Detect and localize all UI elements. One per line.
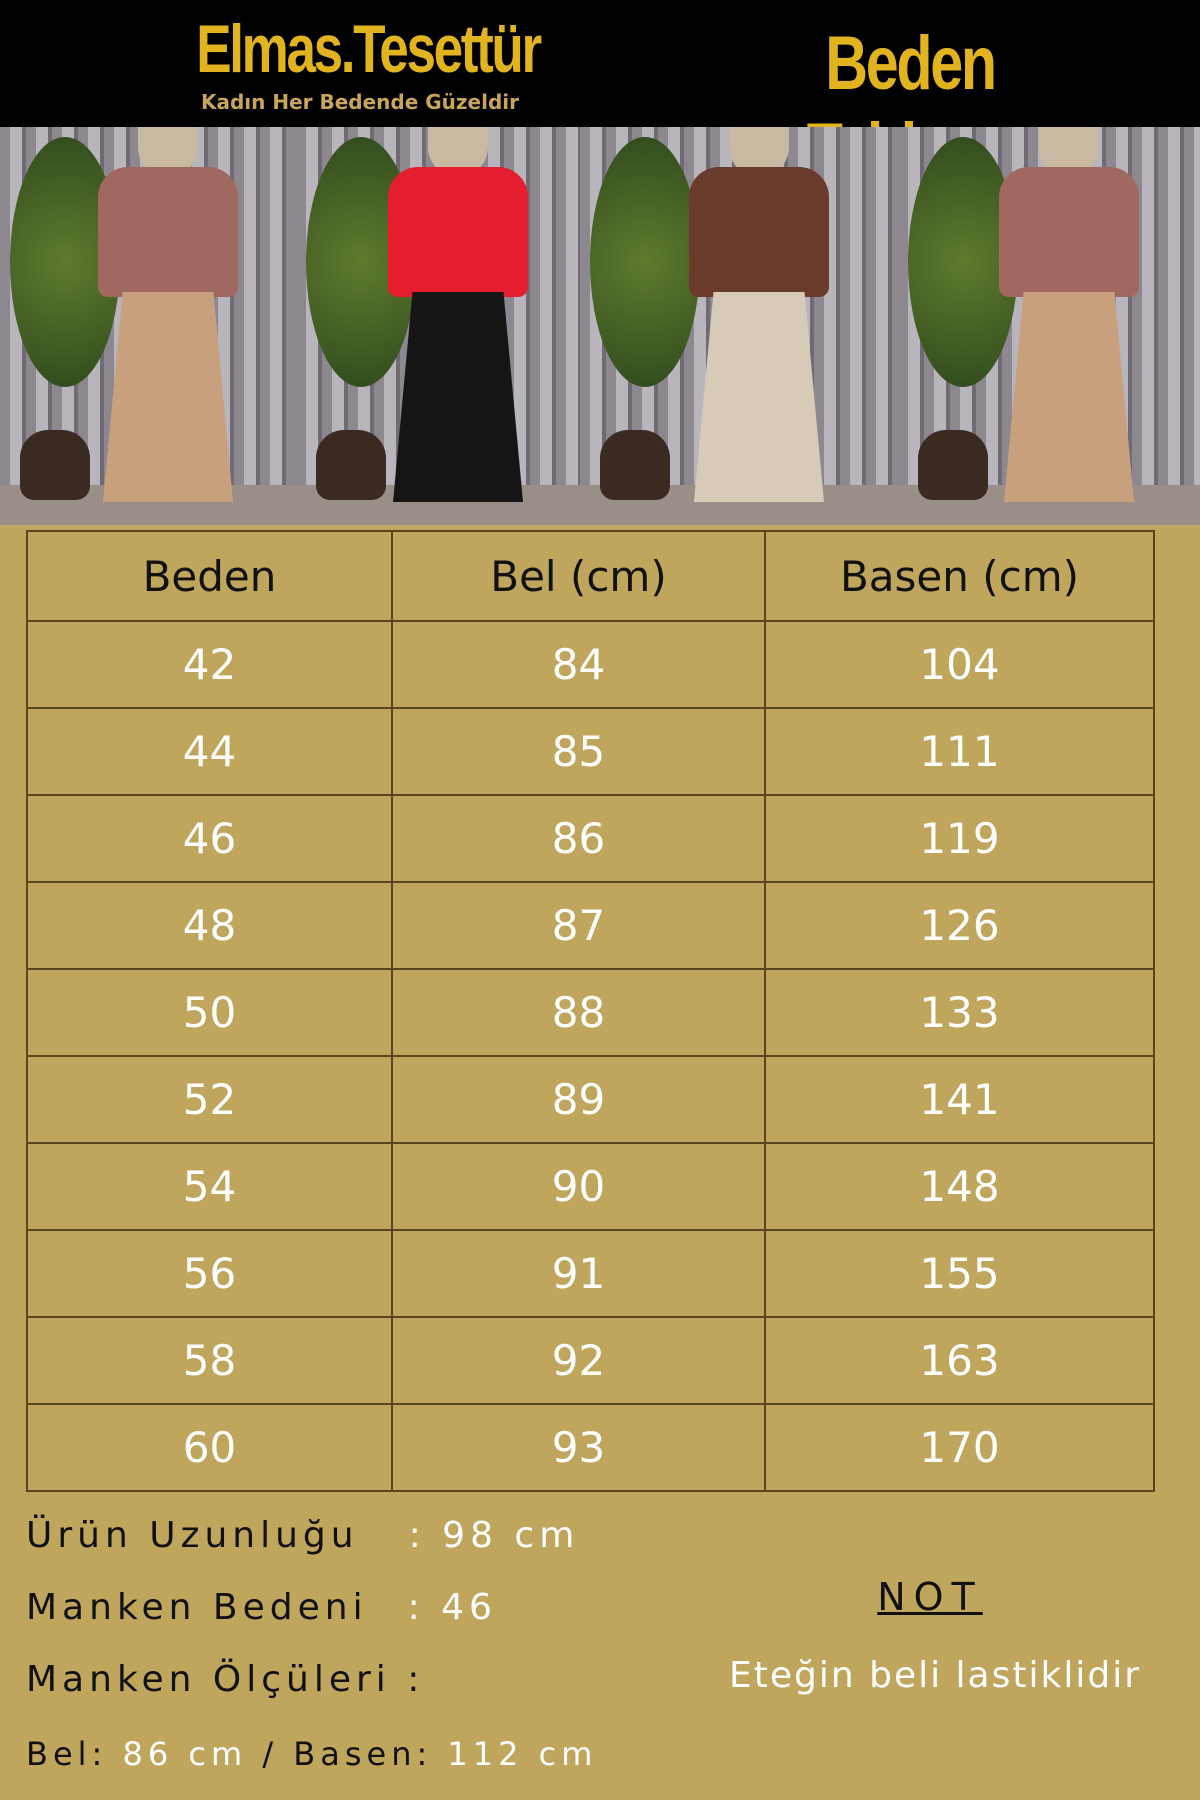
- cell-bel: 86: [391, 794, 766, 883]
- header-beden: Beden: [26, 530, 393, 622]
- model-measures: Bel: 86 cm / Basen: 112 cm: [26, 1735, 597, 1773]
- pot: [600, 430, 670, 500]
- cell-basen: 155: [764, 1229, 1155, 1318]
- pot: [316, 430, 386, 500]
- skirt: [1004, 292, 1134, 502]
- pot: [918, 430, 988, 500]
- model-photo: [580, 127, 898, 525]
- table-row: 56 91 155: [26, 1229, 1155, 1318]
- size-table: Beden Bel (cm) Basen (cm) 42 84 104 44 85 111…: [26, 530, 1155, 1492]
- table-header-row: Beden Bel (cm) Basen (cm): [26, 530, 1155, 622]
- model-size-value: : 46: [407, 1587, 497, 1628]
- cell-basen: 111: [764, 707, 1155, 796]
- note-title: NOT: [877, 1575, 983, 1619]
- length-label: Ürün Uzunluğu: [26, 1515, 359, 1556]
- sweater: [689, 167, 829, 297]
- cell-beden: 48: [26, 881, 393, 970]
- product-length: Ürün Uzunluğu : 98 cm: [26, 1515, 579, 1556]
- model-photo: [898, 127, 1200, 525]
- skirt: [694, 292, 824, 502]
- table-row: 54 90 148: [26, 1142, 1155, 1231]
- model-size: Manken Bedeni : 46: [26, 1587, 497, 1628]
- cell-beden: 60: [26, 1403, 393, 1492]
- model-photo: [0, 127, 296, 525]
- table-row: 50 88 133: [26, 968, 1155, 1057]
- cell-basen: 104: [764, 620, 1155, 709]
- bel-value: 86 cm: [122, 1735, 248, 1773]
- cell-basen: 133: [764, 968, 1155, 1057]
- cell-basen: 119: [764, 794, 1155, 883]
- length-value: : 98 cm: [408, 1515, 580, 1556]
- sweater: [98, 167, 238, 297]
- cell-bel: 90: [391, 1142, 766, 1231]
- header-banner: Elmas.Tesettür Kadın Her Bedende Güzeldi…: [0, 0, 1200, 193]
- plant: [590, 137, 700, 387]
- model-size-label: Manken Bedeni: [26, 1587, 368, 1628]
- cell-beden: 54: [26, 1142, 393, 1231]
- cell-bel: 88: [391, 968, 766, 1057]
- cell-beden: 44: [26, 707, 393, 796]
- header-bel: Bel (cm): [391, 530, 766, 622]
- pot: [20, 430, 90, 500]
- cell-bel: 91: [391, 1229, 766, 1318]
- cell-bel: 87: [391, 881, 766, 970]
- basen-label: Basen:: [293, 1735, 433, 1773]
- cell-basen: 141: [764, 1055, 1155, 1144]
- cell-beden: 42: [26, 620, 393, 709]
- brand-slogan: Kadın Her Bedende Güzeldir: [200, 90, 520, 114]
- table-row: 42 84 104: [26, 620, 1155, 709]
- table-row: 48 87 126: [26, 881, 1155, 970]
- brand-logo: Elmas.Tesettür: [196, 11, 542, 87]
- cell-bel: 92: [391, 1316, 766, 1405]
- cell-beden: 58: [26, 1316, 393, 1405]
- cell-basen: 126: [764, 881, 1155, 970]
- product-photos: [0, 127, 1200, 525]
- model-photo: [296, 127, 580, 525]
- skirt: [103, 292, 233, 502]
- cell-bel: 89: [391, 1055, 766, 1144]
- table-row: 58 92 163: [26, 1316, 1155, 1405]
- sweater: [388, 167, 528, 297]
- cell-basen: 170: [764, 1403, 1155, 1492]
- cell-beden: 46: [26, 794, 393, 883]
- table-row: 52 89 141: [26, 1055, 1155, 1144]
- cell-beden: 50: [26, 968, 393, 1057]
- header-basen: Basen (cm): [764, 530, 1155, 622]
- basen-value: 112 cm: [447, 1735, 598, 1773]
- cell-beden: 52: [26, 1055, 393, 1144]
- cell-bel: 85: [391, 707, 766, 796]
- bel-label: Bel:: [26, 1735, 108, 1773]
- cell-bel: 93: [391, 1403, 766, 1492]
- note-text: Eteğin beli lastiklidir: [728, 1655, 1141, 1696]
- cell-basen: 148: [764, 1142, 1155, 1231]
- cell-bel: 84: [391, 620, 766, 709]
- separator: /: [262, 1735, 279, 1773]
- cell-beden: 56: [26, 1229, 393, 1318]
- cell-basen: 163: [764, 1316, 1155, 1405]
- sweater: [999, 167, 1139, 297]
- model-measures-label: Manken Ölçüleri :: [26, 1659, 425, 1700]
- table-row: 44 85 111: [26, 707, 1155, 796]
- skirt: [393, 292, 523, 502]
- table-row: 60 93 170: [26, 1403, 1155, 1492]
- table-row: 46 86 119: [26, 794, 1155, 883]
